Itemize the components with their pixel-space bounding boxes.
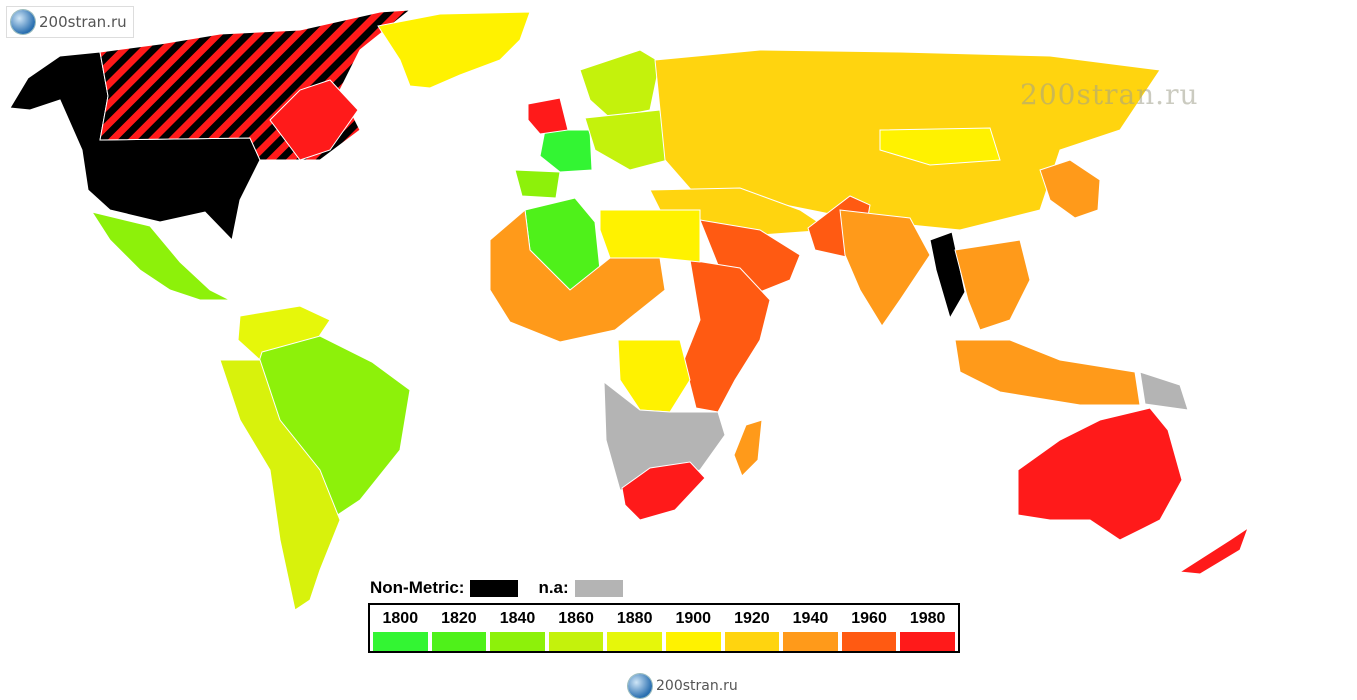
legend-item-1960: 1960 <box>841 609 897 651</box>
non-metric-key: Non-Metric: n.a: <box>370 578 623 598</box>
legend-year-label: 1860 <box>558 610 594 627</box>
year-legend: 1800 1820 1840 1860 1880 1900 1920 1940 1960 1980 <box>368 603 960 653</box>
legend-swatch <box>607 632 662 651</box>
legend-swatch <box>783 632 838 651</box>
region-new-zealand <box>1178 526 1249 575</box>
legend-swatch <box>665 632 721 651</box>
region-myanmar <box>929 231 966 320</box>
region-france <box>539 129 593 173</box>
site-logo-top[interactable]: 200stran.ru <box>6 6 134 38</box>
region-southeast-asia <box>954 239 1031 331</box>
legend-item-1900: 1900 <box>665 609 721 651</box>
legend-year-label: 1880 <box>616 610 653 627</box>
region-west-africa <box>489 209 666 343</box>
na-label: n.a: <box>538 578 569 597</box>
region-east-africa <box>683 259 771 413</box>
region-australia <box>1017 407 1183 541</box>
legend-swatch <box>548 632 604 651</box>
legend-item-1840: 1840 <box>490 609 545 651</box>
legend-item-1860: 1860 <box>548 609 604 651</box>
legend-swatch <box>841 632 897 651</box>
legend-year-label: 1980 <box>909 610 946 627</box>
globe-icon <box>11 10 35 34</box>
region-scandinavia <box>579 49 661 119</box>
legend-swatch <box>900 632 955 651</box>
legend-year-label: 1900 <box>675 610 712 627</box>
legend-swatch <box>431 632 487 651</box>
region-india <box>839 209 931 327</box>
legend-item-1800: 1800 <box>373 609 428 651</box>
legend-item-1820: 1820 <box>431 609 487 651</box>
region-iberia <box>514 169 561 199</box>
region-central-europe <box>584 109 669 171</box>
na-swatch <box>574 579 623 597</box>
legend-item-1880: 1880 <box>607 609 662 651</box>
region-madagascar <box>733 419 763 477</box>
site-logo-bottom[interactable]: 200stran.ru <box>626 672 744 700</box>
region-canada <box>99 9 412 161</box>
region-greenland <box>377 11 531 89</box>
legend-swatch <box>724 632 780 651</box>
legend-item-1980: 1980 <box>900 609 955 651</box>
region-japan-korea <box>1039 159 1101 219</box>
region-papua-guinea <box>1139 371 1189 411</box>
legend-item-1920: 1920 <box>724 609 780 651</box>
legend-swatch <box>490 632 545 651</box>
region-alaska-usa <box>9 51 261 242</box>
region-indonesia <box>954 339 1141 406</box>
region-southern-cone <box>219 359 341 611</box>
region-libya-egypt <box>599 209 701 263</box>
legend-year-label: 1940 <box>792 610 829 627</box>
region-uk-ireland <box>527 97 569 135</box>
region-southern-africa <box>603 380 726 491</box>
legend-year-label: 1820 <box>441 610 477 627</box>
legend-year-label: 1840 <box>499 610 536 627</box>
legend-item-1940: 1940 <box>783 609 838 651</box>
legend-year-label: 1800 <box>382 610 419 627</box>
map-watermark: 200stran.ru <box>1020 78 1199 111</box>
non-metric-label: Non-Metric: <box>370 578 465 597</box>
legend-swatch <box>373 632 428 651</box>
region-mexico-central <box>90 211 231 301</box>
globe-icon <box>628 674 652 698</box>
legend-year-label: 1960 <box>851 610 887 627</box>
non-metric-swatch <box>470 579 519 597</box>
region-south-africa <box>621 461 706 521</box>
region-quebec <box>269 79 359 161</box>
logo-text: 200stran.ru <box>39 13 127 31</box>
region-mongolia <box>879 127 1001 166</box>
legend-year-label: 1920 <box>734 610 770 627</box>
logo-text: 200stran.ru <box>656 678 738 694</box>
